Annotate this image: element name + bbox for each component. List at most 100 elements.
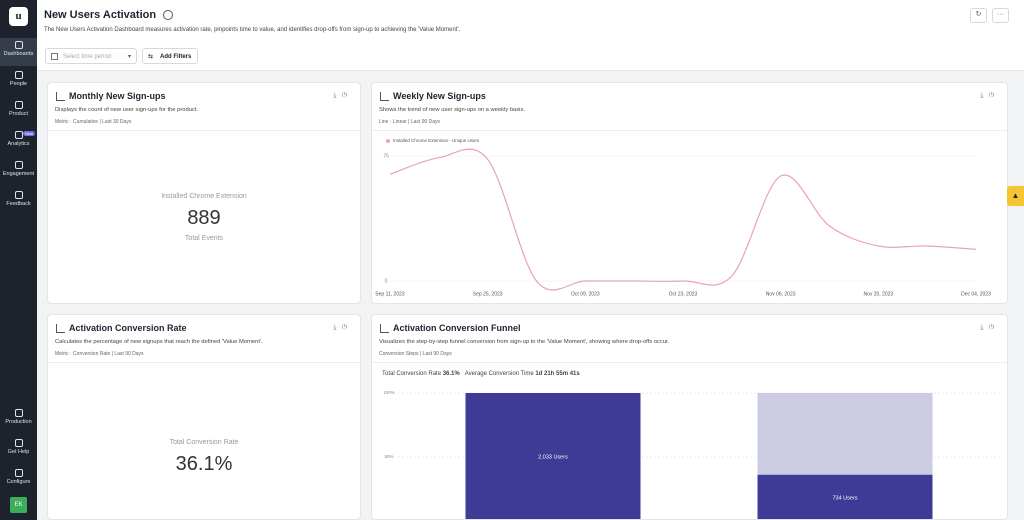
- funnel-summary: Total Conversion Rate 36.1% Average Conv…: [382, 371, 580, 377]
- nav-item[interactable]: Production: [0, 406, 37, 434]
- nav-label: Configure: [6, 479, 31, 485]
- new-badge: New: [23, 131, 36, 136]
- nav-icon: [14, 101, 23, 109]
- card-tools[interactable]: ⤓◷: [333, 324, 352, 331]
- card: Monthly New Sign-ups ⤓◷ Displays the cou…: [47, 82, 361, 304]
- line-chart: 0 75 Sep 11, 2023 Sep 25, 2023 Oct 09, 2023 O…: [375, 138, 991, 297]
- nav-item[interactable]: Dashboards: [0, 38, 37, 66]
- bar: [465, 393, 641, 519]
- nav-item[interactable]: Feedback: [0, 188, 37, 216]
- card-title: Weekly New Sign-ups: [393, 91, 486, 101]
- x-tick-label: Nov 06, 2023: [766, 291, 796, 297]
- help-icon[interactable]: [163, 10, 174, 21]
- nav-icon: [14, 469, 23, 477]
- nav-icon: [14, 71, 23, 79]
- time-period-select[interactable]: Select time period ▾: [45, 48, 137, 64]
- nav-label: Analytics: [7, 141, 30, 147]
- side-tab[interactable]: ▲: [1007, 186, 1024, 206]
- y-tick-label: 100%: [383, 390, 395, 395]
- card-tools[interactable]: ⤓◷: [333, 92, 352, 99]
- y-tick-label: 0: [385, 278, 388, 284]
- time-value: 1d 21h 55m 41s: [535, 371, 580, 377]
- add-filters-button[interactable]: ⇆ Add Filters: [142, 48, 198, 64]
- time-label: Average Conversion Time: [464, 371, 534, 377]
- nav-icon: [14, 161, 23, 169]
- line-series: [389, 148, 977, 291]
- x-tick-label: Nov 20, 2023: [863, 291, 893, 297]
- metric-label: Installed Chrome Extension: [161, 193, 247, 200]
- page-description: The New Users Activation Dashboard measu…: [44, 27, 461, 33]
- metric-value: 36.1%: [175, 453, 233, 475]
- sidebar: u New EK Dashboards People Product Analytic…: [0, 0, 37, 520]
- divider: [372, 130, 1007, 131]
- nav-item[interactable]: Configure: [0, 466, 37, 494]
- y-tick-label: 50%: [384, 454, 393, 459]
- legend-label: Installed Chrome Extension - Unique User…: [393, 138, 480, 143]
- card-title: Monthly New Sign-ups: [69, 91, 166, 101]
- card-tools[interactable]: ⤓◷: [980, 324, 999, 331]
- nav-icon: [14, 131, 23, 139]
- nav-label: Dashboards: [3, 51, 34, 57]
- nav-label: Feedback: [6, 201, 31, 207]
- card-tools[interactable]: ⤓◷: [980, 92, 999, 99]
- nav-label: Get Help: [7, 449, 30, 455]
- avatar[interactable]: EK: [10, 497, 27, 513]
- metric-value: 889: [187, 207, 221, 229]
- title-text: New Users Activation: [44, 9, 157, 21]
- x-tick-label: Sep 11, 2023: [375, 291, 405, 297]
- more-button[interactable]: ···: [992, 8, 1009, 23]
- nav-item[interactable]: People: [0, 68, 37, 96]
- card-meta: Line · Linear | Last 90 Days: [379, 119, 441, 125]
- nav-label: Production: [5, 419, 32, 425]
- card-description: Shows the trend of new user sign-ups on …: [379, 107, 525, 113]
- summary-label: Total Conversion Rate: [382, 371, 442, 377]
- select-text: Select time period: [63, 54, 112, 60]
- calendar-icon: [51, 53, 58, 60]
- x-tick-label: Oct 09, 2023: [571, 291, 600, 297]
- filter-bar: Select time period ▾ ⇆ Add Filters: [37, 44, 1024, 71]
- card-icon: [56, 92, 65, 101]
- x-tick-label: Dec 04, 2023: [961, 291, 991, 297]
- card-meta: Metric · Conversion Rate | Last 90 Days: [55, 351, 144, 357]
- metric-label: Total Conversion Rate: [169, 439, 239, 446]
- summary-value: 36.1%: [442, 371, 460, 377]
- card-icon: [380, 92, 389, 101]
- nav-label: Product: [9, 111, 28, 117]
- x-tick-label: Oct 23, 2023: [669, 291, 698, 297]
- card: Activation Conversion Funnel ⤓◷ Visualiz…: [371, 314, 1008, 520]
- nav-label: People: [9, 81, 28, 87]
- nav-item[interactable]: Get Help: [0, 436, 37, 464]
- card-meta: Metric · Cumulative | Last 30 Days: [55, 119, 132, 125]
- nav-item[interactable]: Engagement: [0, 158, 37, 186]
- card-description: Visualizes the step-by-step funnel conve…: [379, 339, 670, 345]
- nav-item[interactable]: Product: [0, 98, 37, 126]
- divider: [48, 362, 360, 363]
- page-title: New Users Activation: [44, 9, 174, 21]
- card: Weekly New Sign-ups ⤓◷ Shows the trend o…: [371, 82, 1008, 304]
- card-icon: [56, 324, 65, 333]
- y-tick-label: 0%: [386, 518, 393, 520]
- card-icon: [380, 324, 389, 333]
- filter-icon: ⇆: [148, 54, 154, 60]
- nav-icon: [14, 409, 23, 417]
- card-description: Calculates the percentage of new signups…: [55, 339, 263, 345]
- x-tick-label: Sep 25, 2023: [473, 291, 503, 297]
- card-meta: Conversion Steps | Last 90 Days: [379, 351, 452, 357]
- nav-icon: [14, 191, 23, 199]
- nav-label: Engagement: [2, 171, 35, 177]
- card-title: Activation Conversion Rate: [69, 323, 187, 333]
- refresh-button[interactable]: ↻: [970, 8, 987, 23]
- logo[interactable]: u: [9, 7, 28, 26]
- y-tick-label: 75: [383, 153, 389, 159]
- card-description: Displays the count of new user sign-ups …: [55, 107, 199, 113]
- header: New Users Activation The New Users Activ…: [37, 0, 1024, 45]
- metric-caption: Total Events: [184, 235, 224, 242]
- nav-icon: [14, 41, 23, 49]
- nav-item[interactable]: Analytics: [0, 128, 37, 156]
- nav-icon: [14, 439, 23, 447]
- divider: [48, 130, 360, 131]
- legend-marker: [386, 139, 390, 143]
- caret: ▾: [127, 54, 131, 60]
- bar: [757, 474, 933, 519]
